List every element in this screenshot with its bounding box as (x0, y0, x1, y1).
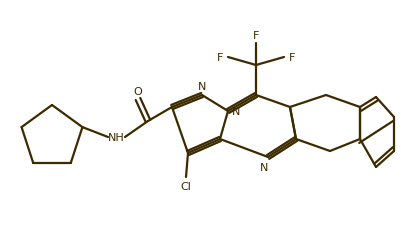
Text: N: N (231, 106, 239, 116)
Text: F: F (216, 53, 223, 63)
Text: N: N (197, 82, 206, 92)
Text: N: N (259, 162, 267, 172)
Text: NH: NH (107, 132, 124, 142)
Text: O: O (133, 87, 142, 97)
Text: F: F (252, 31, 259, 41)
Text: F: F (288, 53, 294, 63)
Text: Cl: Cl (180, 181, 191, 191)
